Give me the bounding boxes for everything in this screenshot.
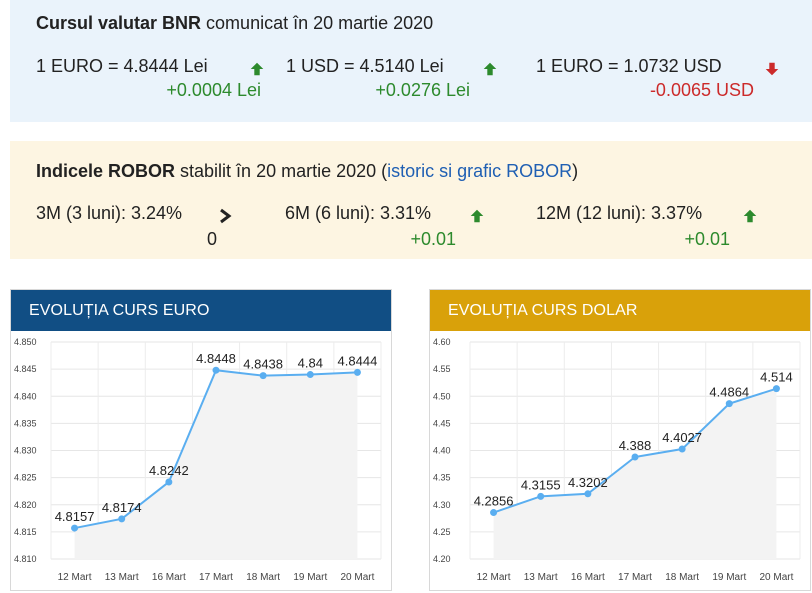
euro-ytick-label: 4.830 bbox=[14, 446, 37, 456]
arrow-up-icon bbox=[743, 209, 757, 223]
usd-data-label: 4.3202 bbox=[568, 475, 608, 490]
rate-usd-lei: 1 USD = 4.5140 Lei bbox=[286, 56, 444, 76]
usd-xtick-label: 19 Mart bbox=[712, 572, 746, 583]
robor-panel: Indicele ROBOR stabilit în 20 martie 202… bbox=[10, 141, 812, 259]
usd-data-point[interactable] bbox=[631, 453, 639, 461]
euro-xtick-label: 16 Mart bbox=[152, 572, 186, 583]
euro-xtick-label: 17 Mart bbox=[199, 572, 233, 583]
usd-ytick-label: 4.60 bbox=[433, 337, 451, 347]
euro-ytick-label: 4.850 bbox=[14, 337, 37, 347]
usd-area-fill bbox=[493, 388, 777, 559]
robor-title: Indicele ROBOR stabilit în 20 martie 202… bbox=[36, 161, 578, 182]
robor-history-link[interactable]: istoric si grafic ROBOR bbox=[387, 161, 573, 181]
euro-xtick-label: 19 Mart bbox=[293, 572, 327, 583]
usd-data-label: 4.4864 bbox=[709, 385, 749, 400]
arrow-up-icon bbox=[470, 209, 484, 223]
euro-data-label: 4.8157 bbox=[55, 509, 95, 524]
usd-data-label: 4.514 bbox=[760, 370, 793, 385]
euro-xtick-label: 18 Mart bbox=[246, 572, 280, 583]
usd-data-point[interactable] bbox=[725, 400, 733, 408]
robor-title-rest: stabilit în 20 martie 2020 ( bbox=[175, 161, 388, 181]
arrow-up-icon bbox=[250, 62, 264, 76]
bnr-title-bold: Cursul valutar BNR bbox=[36, 13, 202, 33]
euro-data-point[interactable] bbox=[118, 515, 126, 523]
usd-chart-title: EVOLUȚIA CURS DOLAR bbox=[430, 290, 810, 331]
usd-ytick-label: 4.25 bbox=[433, 527, 451, 537]
usd-data-label: 4.388 bbox=[619, 438, 652, 453]
robor-6m: 6M (6 luni): 3.31% bbox=[285, 203, 432, 223]
usd-ytick-label: 4.45 bbox=[433, 418, 451, 428]
bnr-title-rest: comunicat în 20 martie 2020 bbox=[201, 13, 434, 33]
usd-data-point[interactable] bbox=[678, 445, 686, 453]
usd-ytick-label: 4.35 bbox=[433, 473, 451, 483]
usd-data-label: 4.4027 bbox=[662, 430, 702, 445]
euro-data-point[interactable] bbox=[306, 371, 314, 379]
euro-data-label: 4.8438 bbox=[243, 357, 283, 372]
euro-data-label: 4.8242 bbox=[149, 463, 189, 478]
euro-xtick-label: 13 Mart bbox=[105, 572, 139, 583]
usd-xtick-label: 16 Mart bbox=[571, 572, 605, 583]
euro-data-label: 4.8448 bbox=[196, 351, 236, 366]
euro-data-point[interactable] bbox=[212, 366, 220, 374]
robor-12m-delta: +0.01 bbox=[684, 229, 730, 249]
usd-ytick-label: 4.30 bbox=[433, 500, 451, 510]
euro-line-chart: 4.810 4.815 4.820 4.825 4.830 4.835 4.840 4.845… bbox=[14, 337, 382, 583]
arrow-up-icon bbox=[483, 62, 497, 76]
euro-ytick-label: 4.820 bbox=[14, 500, 37, 510]
arrow-down-icon bbox=[765, 62, 779, 76]
euro-data-label: 4.8174 bbox=[102, 500, 142, 515]
delta-euro-lei: +0.0004 Lei bbox=[166, 80, 261, 100]
robor-title-end: ) bbox=[572, 161, 579, 181]
usd-ytick-label: 4.20 bbox=[433, 554, 451, 564]
robor-3m: 3M (3 luni): 3.24% bbox=[36, 203, 183, 223]
euro-data-point[interactable] bbox=[353, 368, 361, 376]
usd-ytick-label: 4.40 bbox=[433, 446, 451, 456]
euro-ytick-label: 4.845 bbox=[14, 364, 37, 374]
euro-data-label: 4.8444 bbox=[338, 353, 378, 368]
usd-ytick-label: 4.55 bbox=[433, 364, 451, 374]
euro-data-point[interactable] bbox=[165, 478, 173, 486]
rate-euro-lei: 1 EURO = 4.8444 Lei bbox=[36, 56, 208, 76]
usd-xtick-label: 20 Mart bbox=[759, 572, 793, 583]
usd-data-point[interactable] bbox=[490, 509, 498, 517]
robor-6m-delta: +0.01 bbox=[410, 229, 456, 249]
arrow-right-icon bbox=[220, 208, 232, 224]
euro-ytick-label: 4.810 bbox=[14, 554, 37, 564]
euro-data-point[interactable] bbox=[259, 372, 267, 380]
euro-ytick-label: 4.840 bbox=[14, 391, 37, 401]
robor-title-bold: Indicele ROBOR bbox=[36, 161, 176, 181]
euro-ytick-label: 4.815 bbox=[14, 527, 37, 537]
euro-xtick-label: 20 Mart bbox=[340, 572, 374, 583]
usd-chart-card: EVOLUȚIA CURS DOLAR 4.20 4.25 4.30 4.35 4.40… bbox=[429, 289, 811, 591]
usd-xtick-label: 18 Mart bbox=[665, 572, 699, 583]
euro-chart-card: EVOLUȚIA CURS EURO 4.810 4.815 4.820 4.825 4… bbox=[10, 289, 392, 591]
bnr-rates-panel: Cursul valutar BNR comunicat în 20 marti… bbox=[10, 0, 812, 122]
robor-12m: 12M (12 luni): 3.37% bbox=[536, 203, 703, 223]
usd-xtick-label: 12 Mart bbox=[477, 572, 511, 583]
usd-line-chart: 4.20 4.25 4.30 4.35 4.40 4.45 4.50 4.55 4.60 4.28… bbox=[433, 337, 801, 583]
delta-euro-usd: -0.0065 USD bbox=[649, 80, 754, 100]
delta-usd-lei: +0.0276 Lei bbox=[375, 80, 470, 100]
euro-ytick-label: 4.825 bbox=[14, 473, 37, 483]
euro-data-label: 4.84 bbox=[298, 356, 323, 371]
euro-ytick-label: 4.835 bbox=[14, 418, 37, 428]
euro-xtick-label: 12 Mart bbox=[58, 572, 92, 583]
euro-area-fill bbox=[74, 370, 358, 559]
bnr-title: Cursul valutar BNR comunicat în 20 marti… bbox=[36, 13, 433, 34]
usd-xtick-label: 17 Mart bbox=[618, 572, 652, 583]
rate-euro-usd: 1 EURO = 1.0732 USD bbox=[536, 56, 722, 76]
usd-data-label: 4.3155 bbox=[521, 477, 561, 492]
usd-ytick-label: 4.50 bbox=[433, 391, 451, 401]
usd-data-point[interactable] bbox=[537, 492, 545, 500]
usd-xtick-label: 13 Mart bbox=[524, 572, 558, 583]
euro-chart-title: EVOLUȚIA CURS EURO bbox=[11, 290, 391, 331]
usd-data-label: 4.2856 bbox=[474, 494, 514, 509]
usd-data-point[interactable] bbox=[772, 385, 780, 393]
euro-data-point[interactable] bbox=[71, 524, 79, 532]
robor-3m-delta: 0 bbox=[206, 229, 217, 249]
usd-data-point[interactable] bbox=[584, 490, 592, 498]
